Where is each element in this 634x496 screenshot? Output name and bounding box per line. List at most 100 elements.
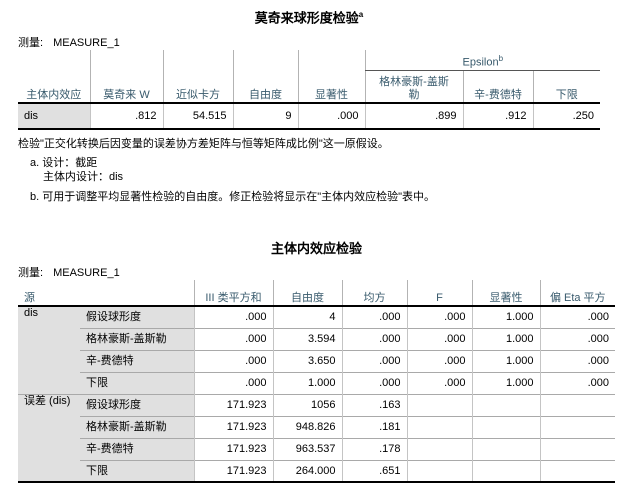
- col-header-greenhouse-geisser: 格林豪斯-盖斯勒: [364, 70, 463, 105]
- table-row: dis 假设球形度 .000 4 .000 .000 1.000 .000: [18, 306, 615, 395]
- mauchly-title-superscript: a: [358, 10, 364, 19]
- cell-ss: 171.923: [193, 459, 273, 484]
- measure-value-1: MEASURE_1: [53, 37, 120, 50]
- cell-df: 963.537: [272, 437, 342, 461]
- mauchly-table-title: 莫奇来球形度检验a: [18, 6, 600, 26]
- cell-f: .000: [406, 327, 472, 351]
- within-subjects-table: 源 III 类平方和 自由度 均方 F 显著性 偏 Eta 平方 dis 假设球…: [18, 280, 615, 484]
- table-row: 下限 171.923 264.000 .651: [18, 459, 615, 484]
- cell-ss: 171.923: [193, 415, 273, 439]
- cell-eta: .000: [539, 306, 615, 329]
- cell-ss: 171.923: [193, 393, 273, 417]
- cell-f: [406, 459, 472, 484]
- cell-ss: .000: [193, 371, 273, 395]
- cell-ms: .163: [341, 393, 407, 417]
- col-header-df: 自由度: [232, 50, 298, 105]
- col-header-df2: 自由度: [272, 280, 342, 308]
- measure-line-1: 测量: MEASURE_1: [18, 36, 634, 50]
- footnote-b-label: b.: [30, 191, 40, 204]
- source-label-dis: dis: [18, 306, 80, 395]
- footnote-main: 检验"正交化转换后因变量的误差协方差矩阵与恒等矩阵成比例"这一原假设。: [18, 138, 389, 151]
- row-label: 假设球形度: [80, 306, 194, 329]
- mauchly-title-text: 莫奇来球形度检验: [254, 10, 359, 26]
- col-header-within-subjects-effect: 主体内效应: [18, 50, 90, 105]
- epsilon-label: Epsilon: [462, 56, 499, 69]
- cell-sig: .000: [297, 103, 365, 131]
- footnote-b: b. 可用于调整平均显著性检验的自由度。修正检验将显示在"主体内效应检验"表中。: [30, 190, 634, 204]
- cell-ms: .178: [341, 437, 407, 461]
- cell-df: 264.000: [272, 459, 342, 484]
- cell-lower-bound: .250: [532, 103, 600, 131]
- table-row: 误差 (dis) 假设球形度 171.923 1056 .163: [18, 393, 615, 484]
- cell-ms: .000: [341, 306, 407, 329]
- cell-sig: [471, 459, 540, 484]
- cell-sig: 1.000: [471, 306, 540, 329]
- cell-f: [406, 415, 472, 439]
- row-label-effect: dis: [18, 103, 90, 131]
- cell-sig: 1.000: [471, 327, 540, 351]
- cell-eta: [539, 459, 615, 484]
- row-label: 下限: [80, 371, 194, 395]
- cell-sig: 1.000: [471, 349, 540, 373]
- cell-df: 9: [232, 103, 298, 131]
- cell-f: .000: [406, 371, 472, 395]
- cell-df: 3.594: [272, 327, 342, 351]
- cell-eta: [539, 415, 615, 439]
- cell-ss: .000: [193, 327, 273, 351]
- col-header-partial-eta-squared: 偏 Eta 平方: [539, 280, 615, 308]
- measure-label-2: 测量:: [18, 267, 44, 280]
- cell-f: .000: [406, 349, 472, 373]
- footnote-a-line2: 主体内设计：dis: [43, 171, 124, 184]
- cell-df: 4: [272, 306, 342, 329]
- cell-eta: .000: [539, 349, 615, 373]
- row-label: 格林豪斯-盖斯勒: [80, 327, 194, 351]
- col-header-huynh-feldt: 辛-费德特: [462, 70, 533, 105]
- footnote-a-label: a.: [30, 157, 40, 170]
- cell-ms: .000: [341, 349, 407, 373]
- measure-value-2: MEASURE_1: [53, 267, 120, 280]
- cell-ms: .000: [341, 371, 407, 395]
- mauchly-table: 主体内效应 莫奇来 W 近似卡方 自由度 显著性 Epsilonb 格林豪斯-盖…: [18, 50, 600, 131]
- cell-eta: [539, 437, 615, 461]
- cell-df: 1.000: [272, 371, 342, 395]
- cell-sig: 1.000: [471, 371, 540, 395]
- table-row: 格林豪斯-盖斯勒 171.923 948.826 .181: [18, 415, 615, 439]
- table-row: 辛-费德特 171.923 963.537 .178: [18, 437, 615, 461]
- col-header-lower-bound: 下限: [532, 70, 600, 105]
- cell-f: [406, 393, 472, 417]
- row-label: 下限: [80, 459, 194, 484]
- table-row: dis .812 54.515 9 .000 .899 .912 .250: [18, 103, 600, 131]
- cell-ss: .000: [193, 349, 273, 373]
- footnote-a: a. 设计：截距 主体内设计：dis: [30, 156, 634, 184]
- col-header-mauchly-w: 莫奇来 W: [89, 50, 163, 105]
- col-header-sig: 显著性: [297, 50, 365, 105]
- col-header-sig2: 显著性: [471, 280, 540, 308]
- cell-df: 3.650: [272, 349, 342, 373]
- cell-df: 948.826: [272, 415, 342, 439]
- cell-ss: .000: [193, 306, 273, 329]
- epsilon-group-header: Epsilonb: [364, 50, 600, 71]
- spss-output-page: { "style": { "header_text_color": "#385a…: [0, 6, 634, 496]
- footnote-a-line1: 设计：截距: [42, 157, 98, 170]
- cell-mauchly-w: .812: [89, 103, 163, 131]
- within-subjects-table-title: 主体内效应检验: [270, 241, 362, 257]
- col-header-mean-square: 均方: [341, 280, 407, 308]
- cell-eta: .000: [539, 327, 615, 351]
- epsilon-superscript: b: [498, 54, 504, 64]
- cell-huynh-feldt: .912: [462, 103, 533, 131]
- cell-sig: [471, 393, 540, 417]
- cell-eta: .000: [539, 371, 615, 395]
- cell-approx-chisq: 54.515: [162, 103, 233, 131]
- cell-ss: 171.923: [193, 437, 273, 461]
- measure-line-2: 测量: MEASURE_1: [18, 266, 634, 280]
- cell-ms: .000: [341, 327, 407, 351]
- col-header-source: 源: [18, 280, 194, 308]
- cell-f: [406, 437, 472, 461]
- row-label: 辛-费德特: [80, 349, 194, 373]
- col-header-f: F: [406, 280, 472, 308]
- col-header-type3-ss: III 类平方和: [193, 280, 273, 308]
- row-label: 格林豪斯-盖斯勒: [80, 415, 194, 439]
- col-header-approx-chisq: 近似卡方: [162, 50, 233, 105]
- row-label: 辛-费德特: [80, 437, 194, 461]
- table-row: 格林豪斯-盖斯勒 .000 3.594 .000 .000 1.000 .000: [18, 327, 615, 351]
